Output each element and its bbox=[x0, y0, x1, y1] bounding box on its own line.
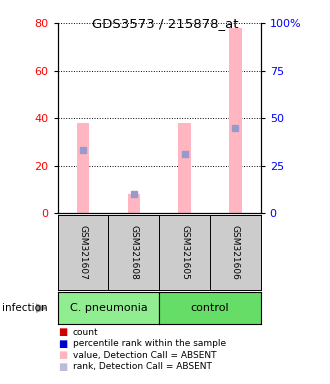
Text: C. pneumonia: C. pneumonia bbox=[70, 303, 148, 313]
Text: GSM321608: GSM321608 bbox=[129, 225, 138, 280]
Text: value, Detection Call = ABSENT: value, Detection Call = ABSENT bbox=[73, 351, 216, 360]
Text: percentile rank within the sample: percentile rank within the sample bbox=[73, 339, 226, 348]
Text: ■: ■ bbox=[58, 350, 67, 360]
Text: control: control bbox=[191, 303, 229, 313]
Text: GSM321605: GSM321605 bbox=[180, 225, 189, 280]
Bar bbox=[127, 194, 140, 213]
Text: GDS3573 / 215878_at: GDS3573 / 215878_at bbox=[92, 17, 238, 30]
Text: infection: infection bbox=[2, 303, 47, 313]
Text: ■: ■ bbox=[58, 339, 67, 349]
Text: ■: ■ bbox=[58, 327, 67, 337]
Text: count: count bbox=[73, 328, 98, 337]
Bar bbox=[229, 28, 242, 213]
Text: GSM321607: GSM321607 bbox=[79, 225, 88, 280]
Text: ■: ■ bbox=[58, 362, 67, 372]
Polygon shape bbox=[36, 304, 46, 312]
Bar bbox=[77, 123, 89, 213]
Text: rank, Detection Call = ABSENT: rank, Detection Call = ABSENT bbox=[73, 362, 212, 371]
Bar bbox=[178, 123, 191, 213]
Text: GSM321606: GSM321606 bbox=[231, 225, 240, 280]
